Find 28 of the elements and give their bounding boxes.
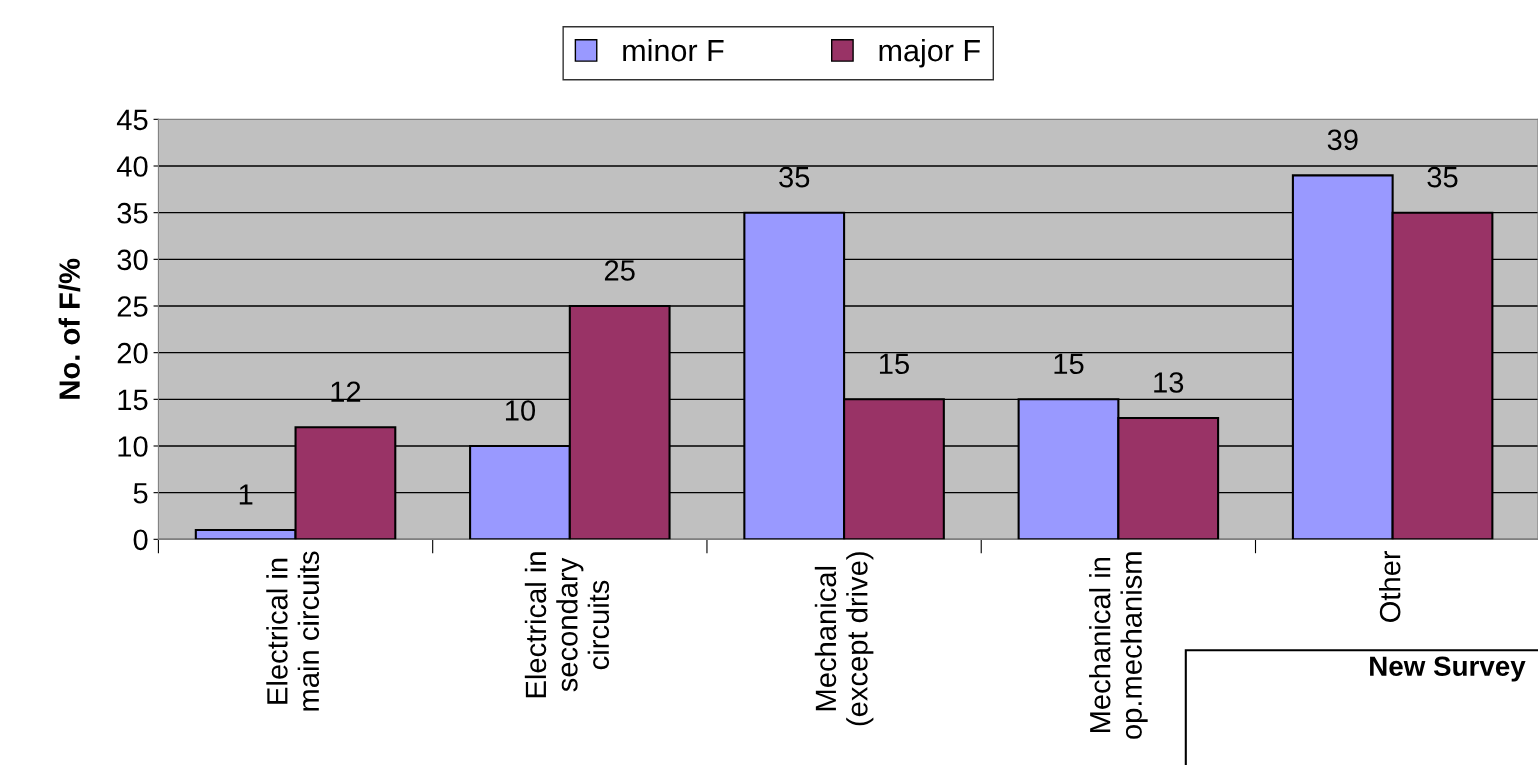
- data-label: 12: [331, 381, 361, 402]
- y-axis-title: No. of F/%: [58, 258, 81, 399]
- x-tick-label: Other: [1379, 550, 1401, 622]
- y-tick-label: 25: [117, 296, 148, 317]
- data-label: 39: [1327, 129, 1358, 151]
- x-tick-label: Electrical in secondary circuits: [524, 552, 610, 698]
- data-label: 35: [1427, 166, 1458, 188]
- y-tick-label: 15: [118, 389, 148, 411]
- data-label: 13: [1154, 372, 1184, 393]
- y-tick-label: 30: [117, 249, 148, 271]
- x-tick-label: Mechanical in op.mechanism: [1089, 552, 1148, 739]
- data-label: 15: [879, 353, 909, 375]
- y-tick-label: 10: [118, 436, 148, 457]
- y-tick-label: 45: [116, 109, 148, 131]
- x-tick-label: Electrical in main circuits: [266, 551, 320, 711]
- y-tick-label: 35: [117, 202, 148, 224]
- data-label: 15: [1054, 353, 1084, 375]
- y-tick-label: 5: [133, 483, 148, 504]
- data-label: 25: [604, 260, 635, 281]
- legend-label: major F: [879, 38, 980, 68]
- data-label: 35: [779, 166, 810, 188]
- x-tick-label: Mechanical (except drive): [814, 552, 874, 726]
- y-tick-label: 40: [116, 156, 148, 177]
- y-tick-label: 0: [133, 529, 148, 551]
- legend-label: minor F: [623, 38, 724, 62]
- y-tick-label: 20: [117, 342, 148, 364]
- data-label: 10: [505, 400, 536, 421]
- text: New Survey: [1370, 656, 1526, 682]
